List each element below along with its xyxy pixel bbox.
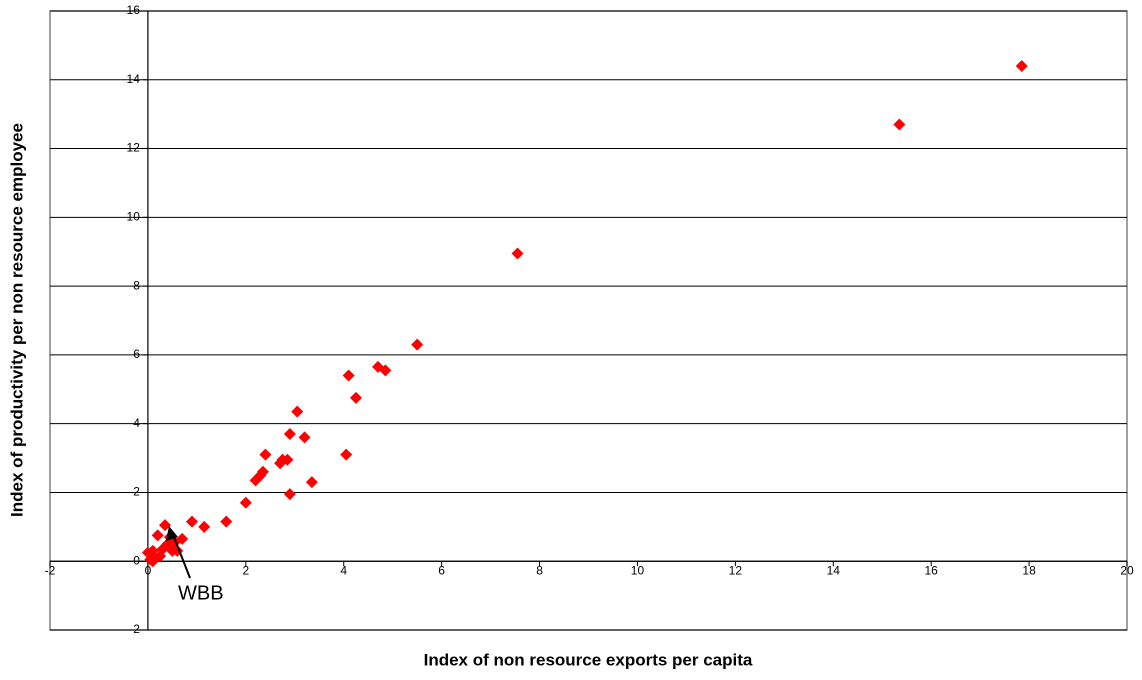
point (198, 520, 211, 533)
y-axis-title: Index of productivity per non resource e… (7, 123, 26, 517)
annotation-arrow (171, 531, 191, 579)
plot-area (49, 10, 1128, 631)
point (154, 550, 167, 563)
point (511, 247, 524, 260)
y-tick-label: 2 (133, 485, 140, 499)
point (298, 431, 311, 444)
point (291, 405, 304, 418)
point (159, 519, 172, 532)
point (146, 555, 159, 568)
x-tick-label: 18 (1022, 563, 1036, 577)
y-tick-label: -2 (129, 622, 140, 636)
y-tick-label: 0 (133, 553, 140, 567)
point (342, 369, 355, 382)
x-tick-label: 20 (1120, 563, 1134, 577)
point (259, 448, 272, 461)
point (151, 529, 164, 542)
x-tick-label: 10 (631, 563, 645, 577)
annotation-arrowhead (166, 526, 178, 541)
y-tick-label: 6 (133, 347, 140, 361)
point (379, 364, 392, 377)
x-tick-label: 2 (242, 563, 249, 577)
point (340, 448, 353, 461)
point (239, 496, 252, 509)
point (893, 118, 906, 131)
point (349, 391, 362, 404)
point (220, 515, 233, 528)
point (305, 476, 318, 489)
x-tick-label: 16 (925, 563, 939, 577)
x-tick-label: -2 (45, 563, 56, 577)
annotation: WBB (178, 582, 224, 604)
y-tick-label: 8 (133, 278, 140, 292)
point (249, 474, 262, 487)
x-tick-label: 6 (438, 563, 445, 577)
x-tick-label: 8 (536, 563, 543, 577)
point (185, 515, 198, 528)
y-tick-label: 14 (127, 72, 141, 86)
y-tick-label: 4 (133, 416, 140, 430)
y-tick-label: 10 (127, 210, 141, 224)
point (411, 338, 424, 351)
point (1015, 60, 1028, 73)
x-tick-label: 14 (827, 563, 841, 577)
y-tick-label: 16 (127, 3, 141, 17)
y-tick-label: 12 (127, 141, 141, 155)
x-tick-label: 4 (340, 563, 347, 577)
x-axis-title: Index of non resource exports per capita (424, 650, 753, 669)
point (274, 457, 287, 470)
point (283, 488, 296, 501)
point (283, 427, 296, 440)
x-tick-label: 12 (729, 563, 743, 577)
